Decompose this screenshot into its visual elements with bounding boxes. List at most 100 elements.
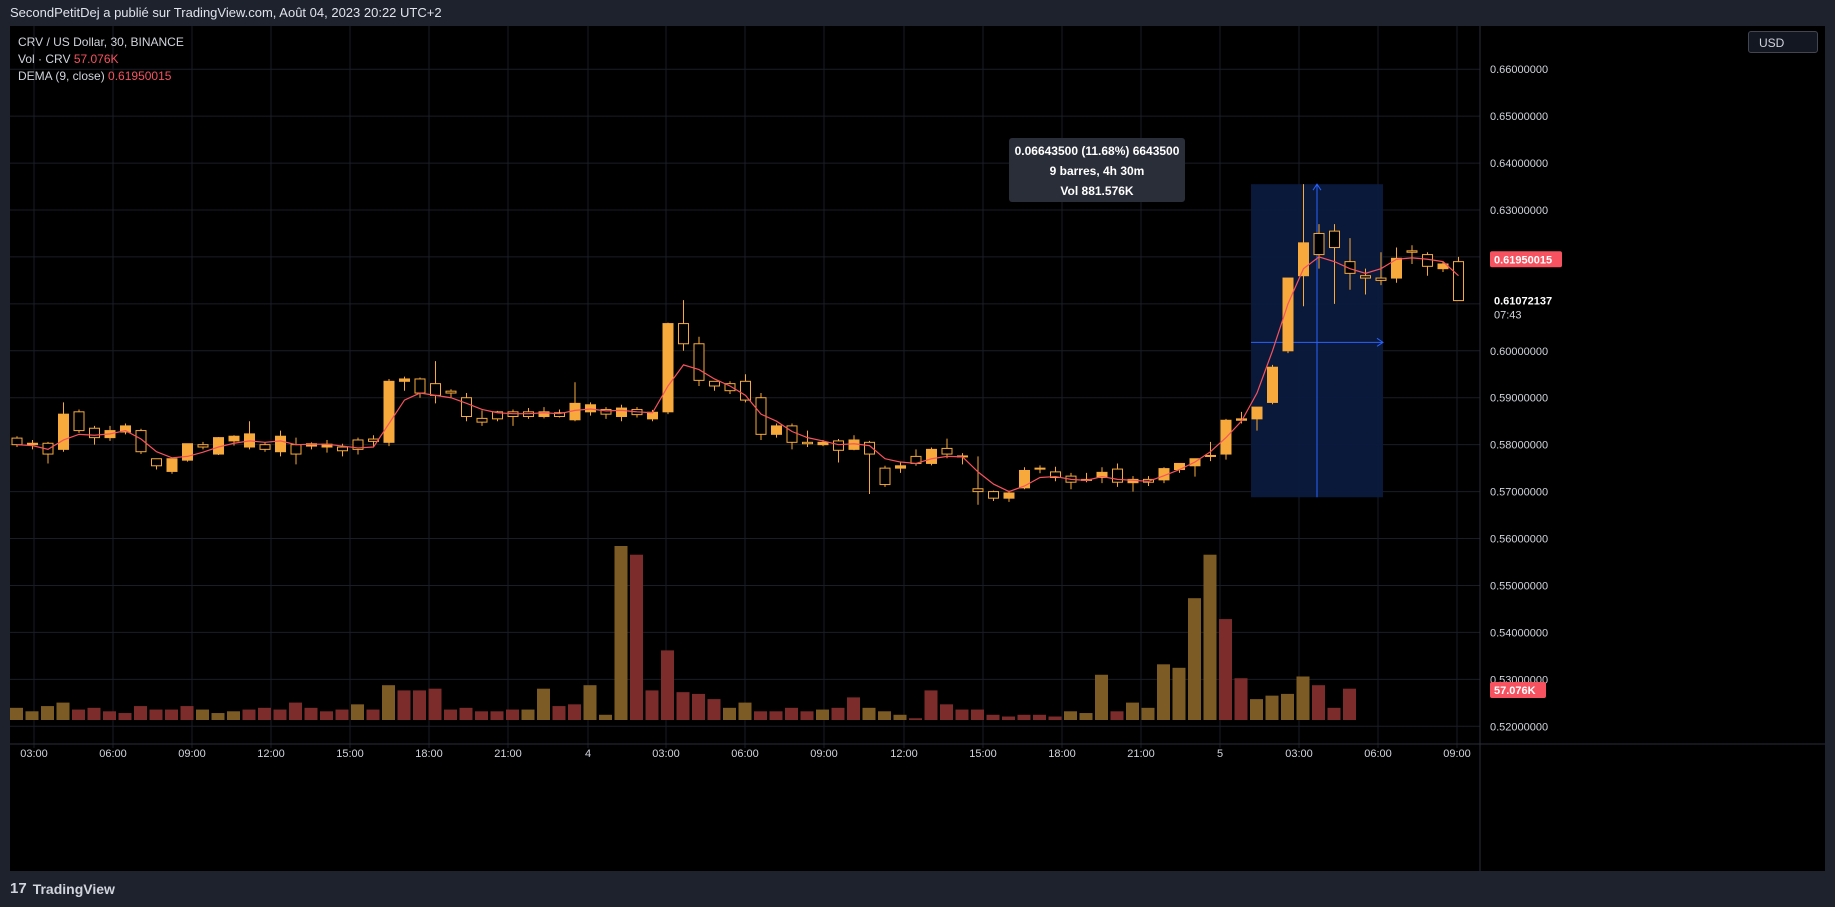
- candle-body: [554, 412, 565, 418]
- y-tick-label: 0.52000000: [1490, 721, 1548, 733]
- candle: [1112, 463, 1123, 487]
- candle: [988, 490, 999, 501]
- volume-bar: [1188, 598, 1201, 720]
- candle: [259, 442, 271, 452]
- y-tick-label: 0.57000000: [1490, 487, 1548, 499]
- volume-bar: [645, 690, 659, 720]
- volume-bar: [1002, 716, 1015, 720]
- candle: [42, 441, 54, 464]
- candle-body: [1003, 492, 1015, 499]
- volume-bar: [1234, 678, 1248, 720]
- candle: [1313, 224, 1325, 269]
- y-tick-label: 0.55000000: [1490, 580, 1548, 592]
- volume-bar: [924, 690, 938, 720]
- volume-bar: [87, 707, 101, 720]
- candle-body: [895, 465, 906, 469]
- chart-area[interactable]: 0.66000000 0.65000000 0.64000000 0.63000000…: [10, 26, 1825, 871]
- candle-body: [290, 444, 302, 455]
- legend-dema[interactable]: DEMA (9, close) 0.61950015: [18, 68, 184, 85]
- candle-body: [1375, 277, 1387, 281]
- candle-body: [972, 488, 984, 493]
- volume-bar: [397, 690, 411, 720]
- candle: [306, 442, 317, 450]
- candle: [58, 402, 69, 452]
- volume-bars: [10, 546, 1356, 720]
- candle-body: [1050, 471, 1061, 479]
- x-tick-label: 15:00: [336, 748, 364, 760]
- volume-bar: [118, 713, 132, 720]
- volume-bar: [1250, 699, 1263, 720]
- volume-bar: [1064, 711, 1077, 720]
- volume-bar: [335, 709, 349, 720]
- volume-bar: [258, 707, 271, 720]
- y-tick-label: 0.65000000: [1490, 111, 1548, 123]
- candle-body: [1344, 261, 1356, 274]
- candle-body: [275, 435, 286, 453]
- candle: [864, 440, 875, 494]
- y-tick-label: 0.54000000: [1490, 627, 1548, 639]
- candle: [1453, 256, 1464, 302]
- dema-price-label-bg: [1490, 251, 1562, 268]
- candle: [120, 423, 131, 435]
- candle: [600, 407, 612, 419]
- tradingview-logo[interactable]: 17 TradingView: [10, 880, 115, 897]
- candle-body: [430, 383, 441, 396]
- candle-body: [27, 442, 38, 446]
- candle: [228, 435, 240, 446]
- candle: [135, 428, 147, 455]
- candle-body: [724, 383, 736, 392]
- candle-body: [678, 323, 689, 345]
- volume-bar: [149, 709, 163, 720]
- volume-price-label-bg: [1490, 682, 1546, 698]
- volume-bar: [211, 713, 225, 720]
- candle: [166, 458, 178, 474]
- currency-button[interactable]: USD: [1748, 31, 1818, 53]
- volume-bar: [893, 714, 907, 720]
- volume-bar: [165, 709, 178, 720]
- volume-price-label: 57.076K: [1494, 685, 1536, 697]
- candle: [399, 376, 410, 391]
- x-tick-label: 21:00: [1127, 748, 1155, 760]
- volume-bar: [1110, 711, 1124, 720]
- candle-body: [616, 407, 627, 418]
- volume-bar: [1172, 667, 1186, 720]
- candle: [1127, 476, 1139, 492]
- candle-body: [1360, 275, 1371, 279]
- x-tick-label: 21:00: [494, 748, 522, 760]
- candle: [430, 361, 441, 404]
- candle-body: [709, 380, 720, 387]
- volume-bar: [459, 707, 473, 720]
- candle-body: [786, 425, 798, 443]
- volume-bar: [831, 707, 845, 720]
- candle: [1406, 245, 1418, 264]
- candle-body: [802, 441, 813, 445]
- candle-body: [864, 441, 875, 455]
- candle-body: [73, 411, 85, 432]
- x-tick-label: 06:00: [731, 748, 759, 760]
- candle-body: [941, 447, 953, 455]
- volume-bar: [1095, 674, 1108, 720]
- candle-body: [817, 441, 829, 446]
- legend-volume[interactable]: Vol · CRV 57.076K: [18, 51, 184, 68]
- volume-bar: [738, 702, 752, 720]
- candle-body: [740, 380, 751, 401]
- candle: [1437, 261, 1449, 272]
- legend-symbol[interactable]: CRV / US Dollar, 30, BINANCE: [18, 35, 184, 49]
- legend-volume-value: 57.076K: [73, 52, 119, 66]
- candlestick-chart[interactable]: 0.66000000 0.65000000 0.64000000 0.63000000…: [10, 26, 1825, 871]
- volume-bar: [583, 685, 597, 720]
- x-tick-label: 03:00: [1285, 748, 1313, 760]
- candle: [73, 409, 85, 433]
- candle-body: [58, 413, 69, 450]
- candle: [802, 430, 813, 448]
- candle: [662, 322, 674, 415]
- candle: [1344, 238, 1356, 290]
- volume-bar: [537, 688, 550, 720]
- candle: [1065, 472, 1077, 490]
- candle-body: [11, 437, 23, 446]
- y-tick-label: 0.66000000: [1490, 64, 1548, 76]
- candle: [1329, 224, 1340, 304]
- volume-bar: [1079, 713, 1093, 720]
- candle-body: [1313, 232, 1325, 256]
- candle-body: [1034, 467, 1046, 470]
